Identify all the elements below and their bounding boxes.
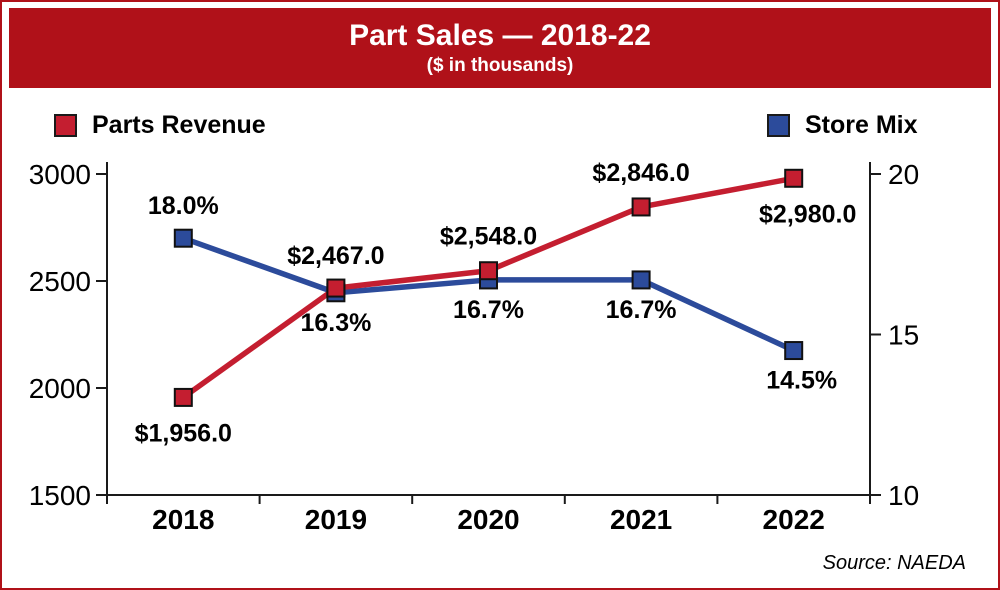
data-point-marker: [173, 228, 193, 248]
x-axis-category-label: 2022: [763, 504, 825, 535]
data-point-label: $2,548.0: [440, 223, 537, 251]
x-axis-category-label: 2019: [305, 504, 367, 535]
data-point-label: 16.7%: [453, 296, 524, 324]
left-axis-tick-label: 3000: [29, 159, 91, 190]
x-axis-category-label: 2021: [610, 504, 672, 535]
legend-parts-revenue: Parts Revenue: [54, 110, 266, 140]
chart-subtitle: ($ in thousands): [426, 55, 574, 76]
x-axis-category-label: 2018: [152, 504, 214, 535]
store-mix-swatch-icon: [767, 113, 790, 137]
data-point-marker: [631, 197, 651, 217]
data-point-marker: [479, 261, 498, 281]
data-point-label: 16.7%: [606, 296, 677, 324]
right-axis-tick-label: 20: [888, 159, 919, 190]
data-point-marker: [631, 270, 651, 290]
data-point-marker: [326, 278, 346, 298]
legend-parts-revenue-label: Parts Revenue: [92, 110, 266, 139]
data-point-label: $2,467.0: [287, 242, 384, 270]
source-note: Source: NAEDA: [822, 552, 966, 574]
legend-store-mix: Store Mix: [767, 110, 918, 140]
data-point-label: $1,956.0: [135, 419, 232, 447]
parts-revenue-swatch-icon: [54, 113, 77, 137]
chart-title: Part Sales — 2018-22: [349, 19, 651, 52]
left-axis-tick-label: 2500: [29, 266, 91, 297]
data-point-label: $2,980.0: [759, 200, 856, 228]
data-point-marker: [173, 387, 193, 407]
data-point-marker: [784, 168, 804, 188]
title-banner: Part Sales — 2018-22 ($ in thousands): [9, 8, 991, 88]
data-point-label: 16.3%: [300, 309, 371, 337]
data-point-label: 14.5%: [766, 367, 837, 395]
right-axis-tick-label: 10: [888, 480, 919, 511]
right-axis-tick-label: 15: [888, 320, 919, 351]
left-axis-tick-label: 2000: [29, 373, 91, 404]
data-point-marker: [784, 341, 804, 361]
data-point-label: $2,846.0: [592, 159, 689, 187]
left-axis-tick-label: 1500: [29, 480, 91, 511]
legend-store-mix-label: Store Mix: [805, 110, 918, 139]
data-point-label: 18.0%: [148, 192, 219, 220]
x-axis-category-label: 2020: [457, 504, 519, 535]
